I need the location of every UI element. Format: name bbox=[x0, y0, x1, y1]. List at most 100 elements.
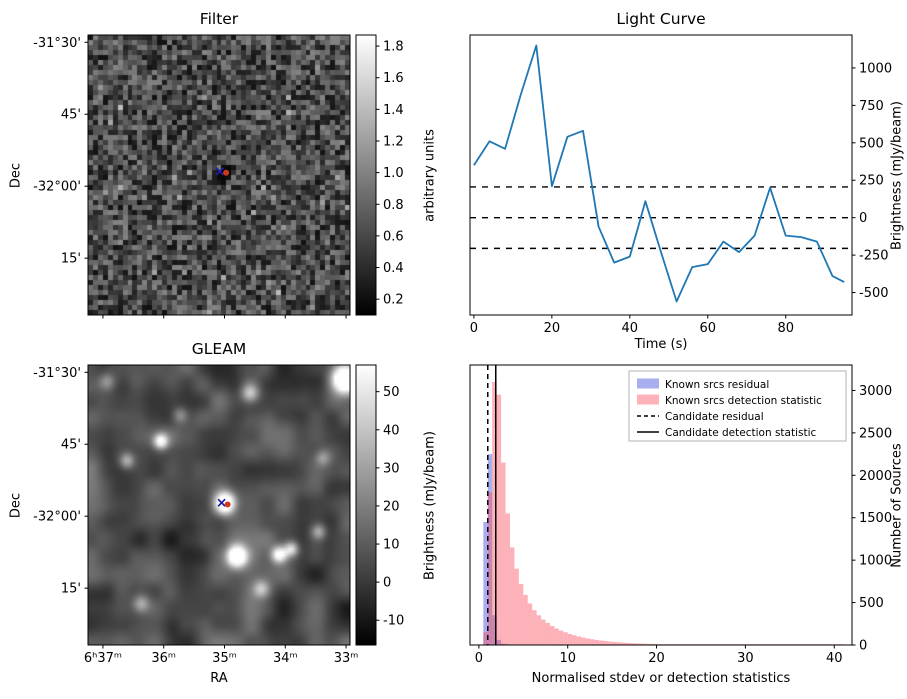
hist-bar bbox=[638, 643, 644, 645]
dec-tick-label: 15' bbox=[61, 252, 81, 267]
hist-bar bbox=[621, 642, 626, 645]
hist-bar bbox=[501, 462, 506, 645]
legend-box bbox=[628, 370, 847, 442]
hist-bar bbox=[603, 641, 608, 645]
light-curve-ylabel: Brightness (mJy/beam) bbox=[889, 101, 905, 250]
legend-label: Known srcs residual bbox=[665, 379, 769, 391]
ra-tick-label: 34ᵐ bbox=[273, 651, 298, 666]
hist-bar bbox=[589, 639, 595, 645]
legend-label: Candidate detection statistic bbox=[665, 427, 817, 439]
time-tick-label: 60 bbox=[700, 321, 717, 336]
colorbar-tick-label: 50 bbox=[383, 385, 400, 400]
gleam-axes-frame bbox=[87, 364, 351, 646]
hist-bar bbox=[518, 583, 524, 645]
hist-bar bbox=[558, 630, 564, 645]
colorbar-tick-label: 20 bbox=[383, 499, 400, 514]
colorbar-tick-label: 0.2 bbox=[383, 293, 404, 308]
dec-tick-label: 45' bbox=[61, 108, 81, 123]
hist-bar bbox=[572, 635, 577, 645]
ra-tick-label: 6ʰ37ᵐ bbox=[84, 651, 122, 666]
gleam-colorbar-label: Brightness (mJy/beam) bbox=[422, 431, 438, 580]
hist-bar bbox=[634, 643, 639, 645]
colorbar-tick-label: 0 bbox=[383, 576, 391, 591]
gleam-ylabel: Dec bbox=[8, 492, 24, 519]
hist-bar bbox=[514, 568, 519, 645]
dec-tick-label: -32°00' bbox=[33, 510, 81, 525]
colorbar-tick-label: 30 bbox=[383, 461, 400, 476]
hist-bar bbox=[607, 641, 613, 645]
filter-axes-frame bbox=[87, 34, 351, 316]
count-tick-label: 0 bbox=[859, 639, 867, 654]
stat-tick-label: 40 bbox=[826, 651, 843, 666]
colorbar-tick-label: -10 bbox=[383, 614, 404, 629]
time-tick-label: 20 bbox=[544, 321, 561, 336]
colorbar-tick-label: 0.6 bbox=[383, 229, 404, 244]
hist-bar bbox=[496, 394, 502, 645]
colorbar-tick-label: 1.6 bbox=[383, 71, 404, 86]
gleam-title: GLEAM bbox=[191, 340, 247, 358]
hist-bar bbox=[625, 642, 630, 645]
time-tick-label: 40 bbox=[622, 321, 639, 336]
colorbar-tick-label: 0.4 bbox=[383, 261, 404, 276]
hist-bar bbox=[492, 615, 497, 645]
dec-tick-label: -31°30' bbox=[33, 36, 81, 51]
light-curve-title: Light Curve bbox=[616, 10, 706, 28]
colorbar-tick-label: 1.2 bbox=[383, 134, 404, 149]
hist-bar bbox=[523, 594, 528, 645]
known-source-dot-marker bbox=[223, 169, 230, 176]
filter-heatmap-image bbox=[88, 35, 350, 315]
brightness-tick-label: -500 bbox=[859, 286, 889, 301]
colorbar-tick-label: 40 bbox=[383, 423, 400, 438]
brightness-tick-label: -250 bbox=[859, 249, 889, 264]
colorbar-tick-label: 0.8 bbox=[383, 198, 404, 213]
filter-colorbar-label: arbitrary units bbox=[422, 129, 438, 222]
hist-bar bbox=[598, 640, 604, 645]
time-tick-label: 0 bbox=[470, 321, 478, 336]
count-tick-label: 500 bbox=[859, 596, 884, 611]
stat-tick-label: 0 bbox=[475, 651, 483, 666]
light-curve-line bbox=[473, 44, 845, 303]
hist-bar bbox=[545, 622, 550, 645]
gleam-xlabel: RA bbox=[210, 671, 228, 686]
gleam-colorbar bbox=[355, 364, 377, 646]
brightness-tick-label: 1000 bbox=[859, 61, 892, 76]
histogram-ylabel: Number of Sources bbox=[889, 443, 905, 568]
hist-bar bbox=[585, 638, 590, 645]
hist-bar bbox=[629, 643, 635, 645]
colorbar-tick-label: 10 bbox=[383, 538, 400, 553]
hist-bar bbox=[541, 619, 546, 645]
count-tick-label: 3000 bbox=[859, 384, 892, 399]
histogram-axes-frame bbox=[469, 364, 853, 646]
hist-bar bbox=[616, 642, 622, 645]
hist-bar bbox=[567, 633, 573, 645]
legend-label: Known srcs detection statistic bbox=[665, 395, 822, 407]
colorbar-tick-label: 1.4 bbox=[383, 103, 404, 118]
time-tick-label: 80 bbox=[777, 321, 794, 336]
stat-tick-label: 20 bbox=[648, 651, 665, 666]
count-tick-label: 2000 bbox=[859, 469, 892, 484]
filter-title: Filter bbox=[199, 10, 239, 28]
known-source-dot-marker bbox=[224, 501, 231, 508]
legend-swatch bbox=[637, 378, 659, 389]
hist-bar bbox=[492, 381, 497, 645]
hist-bar bbox=[536, 615, 542, 645]
hist-bar bbox=[509, 547, 515, 645]
brightness-tick-label: 250 bbox=[859, 174, 884, 189]
legend-label: Candidate residual bbox=[665, 411, 764, 423]
dec-tick-label: -32°00' bbox=[33, 180, 81, 195]
hist-bar bbox=[563, 632, 568, 645]
hist-bar bbox=[643, 643, 648, 645]
brightness-tick-label: 500 bbox=[859, 136, 884, 151]
hist-bar bbox=[487, 454, 493, 645]
hist-bar bbox=[527, 603, 533, 645]
ra-tick-label: 36ᵐ bbox=[151, 651, 176, 666]
brightness-tick-label: 750 bbox=[859, 99, 884, 114]
hist-bar bbox=[612, 641, 617, 645]
stat-tick-label: 10 bbox=[559, 651, 576, 666]
candidate-x-marker bbox=[217, 498, 226, 507]
dec-tick-label: 45' bbox=[61, 438, 81, 453]
colorbar-tick-label: 1.8 bbox=[383, 40, 404, 55]
hist-bar bbox=[576, 636, 582, 645]
